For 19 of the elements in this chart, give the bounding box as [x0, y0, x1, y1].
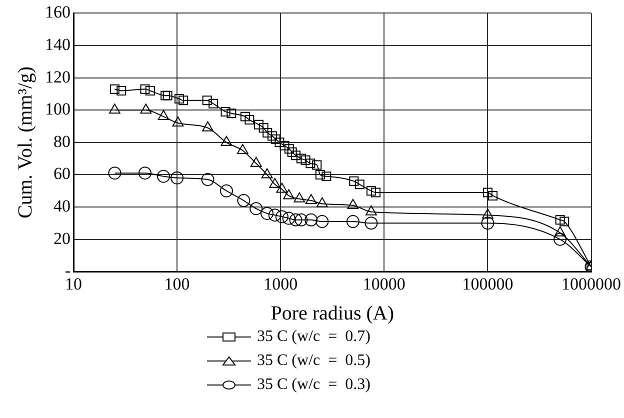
- x-axis-title: Pore radius (A): [270, 302, 394, 324]
- y-tick-label: 160: [45, 2, 70, 22]
- y-tick-label: 40: [54, 196, 70, 216]
- x-tick-label: 1000000: [562, 274, 621, 294]
- y-tick-label: 80: [54, 132, 70, 151]
- x-tick-label: 10000: [362, 274, 406, 294]
- x-tick-label: 1000: [264, 274, 298, 294]
- x-tick-label: 10: [65, 274, 82, 294]
- legend-label: 35 C (w/c = 0.7): [257, 328, 370, 346]
- y-tick-label: 100: [45, 100, 70, 119]
- x-tick-label: 100000: [462, 274, 514, 294]
- x-tick-label: 100: [164, 274, 190, 294]
- y-tick-label: 120: [45, 67, 70, 86]
- legend-label: 35 C (w/c = 0.5): [257, 352, 370, 370]
- y-tick-label: 60: [54, 164, 70, 184]
- y-tick-label: 20: [54, 228, 70, 248]
- y-axis-title: Cum. Vol. (mm³/g): [14, 66, 36, 218]
- legend-label: 35 C (w/c = 0.3): [257, 376, 370, 394]
- y-tick-label: 140: [45, 34, 70, 54]
